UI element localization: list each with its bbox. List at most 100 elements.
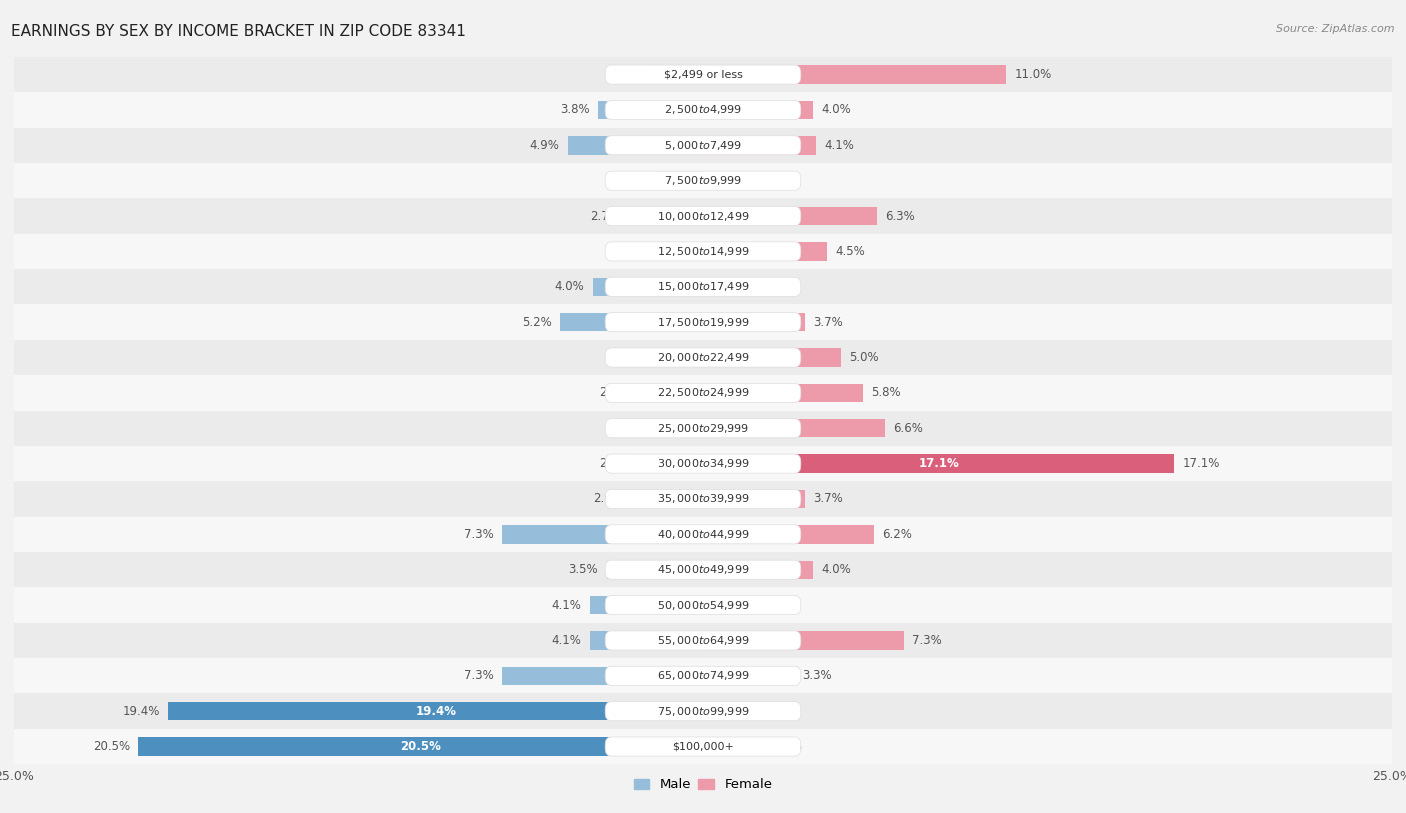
Text: 3.7%: 3.7% [813, 493, 844, 506]
Bar [14, 693, 1392, 729]
Text: 3.8%: 3.8% [561, 103, 591, 116]
Bar [659, 172, 703, 190]
FancyBboxPatch shape [605, 277, 801, 296]
Bar [637, 384, 703, 402]
Bar [14, 376, 1392, 411]
Text: 5.0%: 5.0% [849, 351, 879, 364]
Text: $35,000 to $39,999: $35,000 to $39,999 [657, 493, 749, 506]
Text: $17,500 to $19,999: $17,500 to $19,999 [657, 315, 749, 328]
Bar [703, 136, 815, 154]
Text: $2,500 to $4,999: $2,500 to $4,999 [664, 103, 742, 116]
Bar [668, 419, 703, 437]
Text: $5,000 to $7,499: $5,000 to $7,499 [664, 139, 742, 152]
Text: $7,500 to $9,999: $7,500 to $9,999 [664, 174, 742, 187]
FancyBboxPatch shape [605, 101, 801, 120]
Text: 7.3%: 7.3% [464, 528, 494, 541]
Bar [14, 446, 1392, 481]
FancyBboxPatch shape [605, 454, 801, 473]
Bar [14, 304, 1392, 340]
FancyBboxPatch shape [605, 348, 801, 367]
Bar [703, 313, 806, 332]
Text: 19.4%: 19.4% [415, 705, 456, 718]
FancyBboxPatch shape [605, 631, 801, 650]
FancyBboxPatch shape [605, 384, 801, 402]
Text: 6.3%: 6.3% [884, 210, 915, 223]
Text: 6.2%: 6.2% [882, 528, 912, 541]
Bar [703, 525, 875, 544]
Bar [703, 277, 744, 296]
FancyBboxPatch shape [605, 667, 801, 685]
Text: $75,000 to $99,999: $75,000 to $99,999 [657, 705, 749, 718]
Text: 2.2%: 2.2% [772, 740, 801, 753]
Text: 4.0%: 4.0% [555, 280, 585, 293]
Text: $30,000 to $34,999: $30,000 to $34,999 [657, 457, 749, 470]
Bar [502, 667, 703, 685]
Text: 2.4%: 2.4% [599, 386, 628, 399]
Text: 4.1%: 4.1% [824, 139, 853, 152]
Bar [703, 667, 794, 685]
Text: 11.0%: 11.0% [1014, 68, 1052, 81]
Bar [138, 737, 703, 756]
Text: 4.9%: 4.9% [530, 139, 560, 152]
Text: $15,000 to $17,499: $15,000 to $17,499 [657, 280, 749, 293]
FancyBboxPatch shape [605, 419, 801, 437]
Bar [703, 101, 813, 120]
Bar [703, 702, 744, 720]
Bar [665, 242, 703, 261]
Text: $12,500 to $14,999: $12,500 to $14,999 [657, 245, 749, 258]
Text: 1.5%: 1.5% [752, 280, 782, 293]
Text: 4.1%: 4.1% [553, 598, 582, 611]
Bar [14, 269, 1392, 304]
FancyBboxPatch shape [605, 313, 801, 332]
Text: 7.3%: 7.3% [464, 669, 494, 682]
Legend: Male, Female: Male, Female [628, 773, 778, 797]
Bar [703, 419, 884, 437]
Text: 1.6%: 1.6% [621, 174, 651, 187]
Text: 20.5%: 20.5% [401, 740, 441, 753]
Bar [14, 517, 1392, 552]
Text: 4.0%: 4.0% [821, 563, 851, 576]
Text: 1.3%: 1.3% [628, 422, 659, 435]
Bar [703, 384, 863, 402]
Text: $55,000 to $64,999: $55,000 to $64,999 [657, 634, 749, 647]
Bar [599, 101, 703, 120]
FancyBboxPatch shape [605, 702, 801, 720]
Text: $40,000 to $44,999: $40,000 to $44,999 [657, 528, 749, 541]
Text: 1.4%: 1.4% [626, 245, 657, 258]
Bar [14, 57, 1392, 92]
Text: 20.5%: 20.5% [93, 740, 129, 753]
FancyBboxPatch shape [605, 172, 801, 190]
Text: $25,000 to $29,999: $25,000 to $29,999 [657, 422, 749, 435]
Bar [703, 242, 827, 261]
Text: 2.4%: 2.4% [599, 457, 628, 470]
FancyBboxPatch shape [605, 525, 801, 544]
FancyBboxPatch shape [605, 596, 801, 615]
Bar [654, 65, 703, 84]
Bar [593, 277, 703, 296]
Bar [560, 313, 703, 332]
Bar [14, 481, 1392, 517]
Text: 3.3%: 3.3% [803, 669, 832, 682]
Text: 17.1%: 17.1% [918, 457, 959, 470]
Bar [637, 454, 703, 473]
Bar [169, 702, 703, 720]
Bar [14, 128, 1392, 163]
Text: Source: ZipAtlas.com: Source: ZipAtlas.com [1277, 24, 1395, 34]
Text: 5.2%: 5.2% [522, 315, 551, 328]
Bar [606, 560, 703, 579]
Text: 2.7%: 2.7% [591, 210, 620, 223]
Bar [14, 233, 1392, 269]
Bar [703, 454, 1174, 473]
Text: $100,000+: $100,000+ [672, 741, 734, 751]
Text: 3.5%: 3.5% [568, 563, 599, 576]
Text: 2.6%: 2.6% [593, 493, 623, 506]
Text: $65,000 to $74,999: $65,000 to $74,999 [657, 669, 749, 682]
FancyBboxPatch shape [605, 242, 801, 261]
FancyBboxPatch shape [605, 489, 801, 508]
Bar [502, 525, 703, 544]
Text: 0.0%: 0.0% [665, 351, 695, 364]
Text: 7.3%: 7.3% [912, 634, 942, 647]
Text: $10,000 to $12,499: $10,000 to $12,499 [657, 210, 749, 223]
Bar [703, 560, 813, 579]
Text: 4.5%: 4.5% [835, 245, 865, 258]
